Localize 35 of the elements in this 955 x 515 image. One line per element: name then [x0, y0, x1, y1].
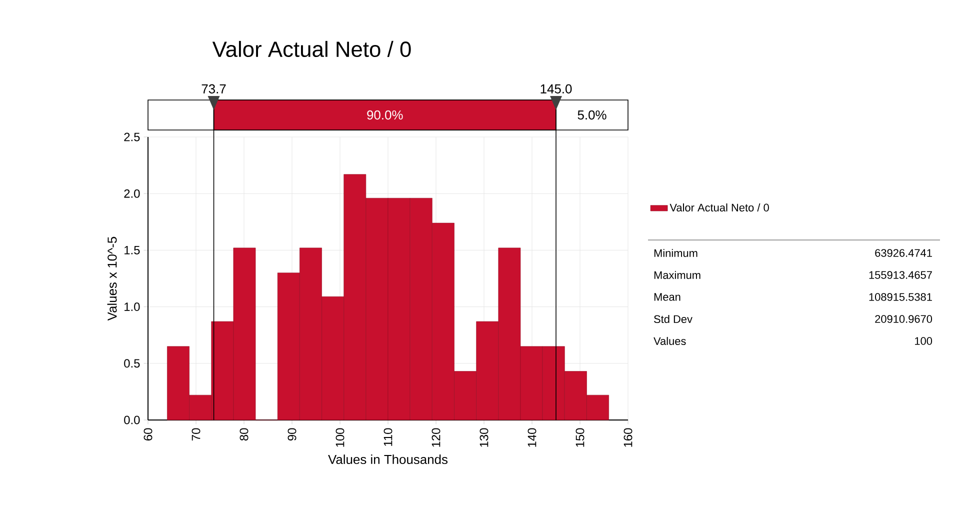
- x-tick-label: 100: [336, 428, 344, 447]
- text: 100: [915, 337, 932, 345]
- text: Maximum: [654, 270, 700, 280]
- x-tick-label: 60: [144, 428, 152, 440]
- ref-line-label: 73.7: [202, 84, 226, 94]
- y-tick-label: 2.0: [124, 189, 140, 198]
- text: 90.0%: [367, 110, 403, 120]
- text: 108915.5381: [869, 293, 932, 301]
- ref-line-label: 145.0: [540, 84, 572, 94]
- text: Std Dev: [654, 314, 692, 324]
- x-tick-label: 160: [624, 428, 632, 447]
- y-tick-label: 1.0: [124, 302, 140, 312]
- chart-title: Valor Actual Neto / 0: [212, 40, 411, 58]
- legend-label: Valor Actual Neto / 0: [670, 203, 769, 212]
- x-tick-label: 140: [528, 428, 536, 447]
- y-tick-label: 0.5: [124, 359, 140, 368]
- x-tick-label: 130: [480, 428, 488, 447]
- text: Mean: [654, 293, 680, 301]
- y-tick-label: 0.0: [124, 416, 140, 424]
- y-tick-label: 2.5: [124, 132, 140, 142]
- text: 155913.4657: [869, 271, 932, 279]
- y-axis-title: Values x 10^-5: [107, 236, 117, 321]
- text: 5.0%: [578, 110, 606, 120]
- y-tick-label: 1.5: [124, 246, 140, 254]
- x-tick-label: 110: [384, 428, 392, 446]
- text: Values: [654, 336, 686, 346]
- x-axis-title: Values in Thousands: [328, 454, 448, 464]
- x-tick-label: 150: [576, 428, 584, 447]
- text: 20910.9670: [875, 315, 932, 323]
- text: 63926.4741: [875, 249, 932, 257]
- x-tick-label: 80: [240, 428, 248, 441]
- x-tick-label: 90: [288, 428, 296, 440]
- text: Minimum: [654, 248, 698, 258]
- x-tick-label: 120: [432, 428, 440, 447]
- x-tick-label: 70: [192, 428, 200, 440]
